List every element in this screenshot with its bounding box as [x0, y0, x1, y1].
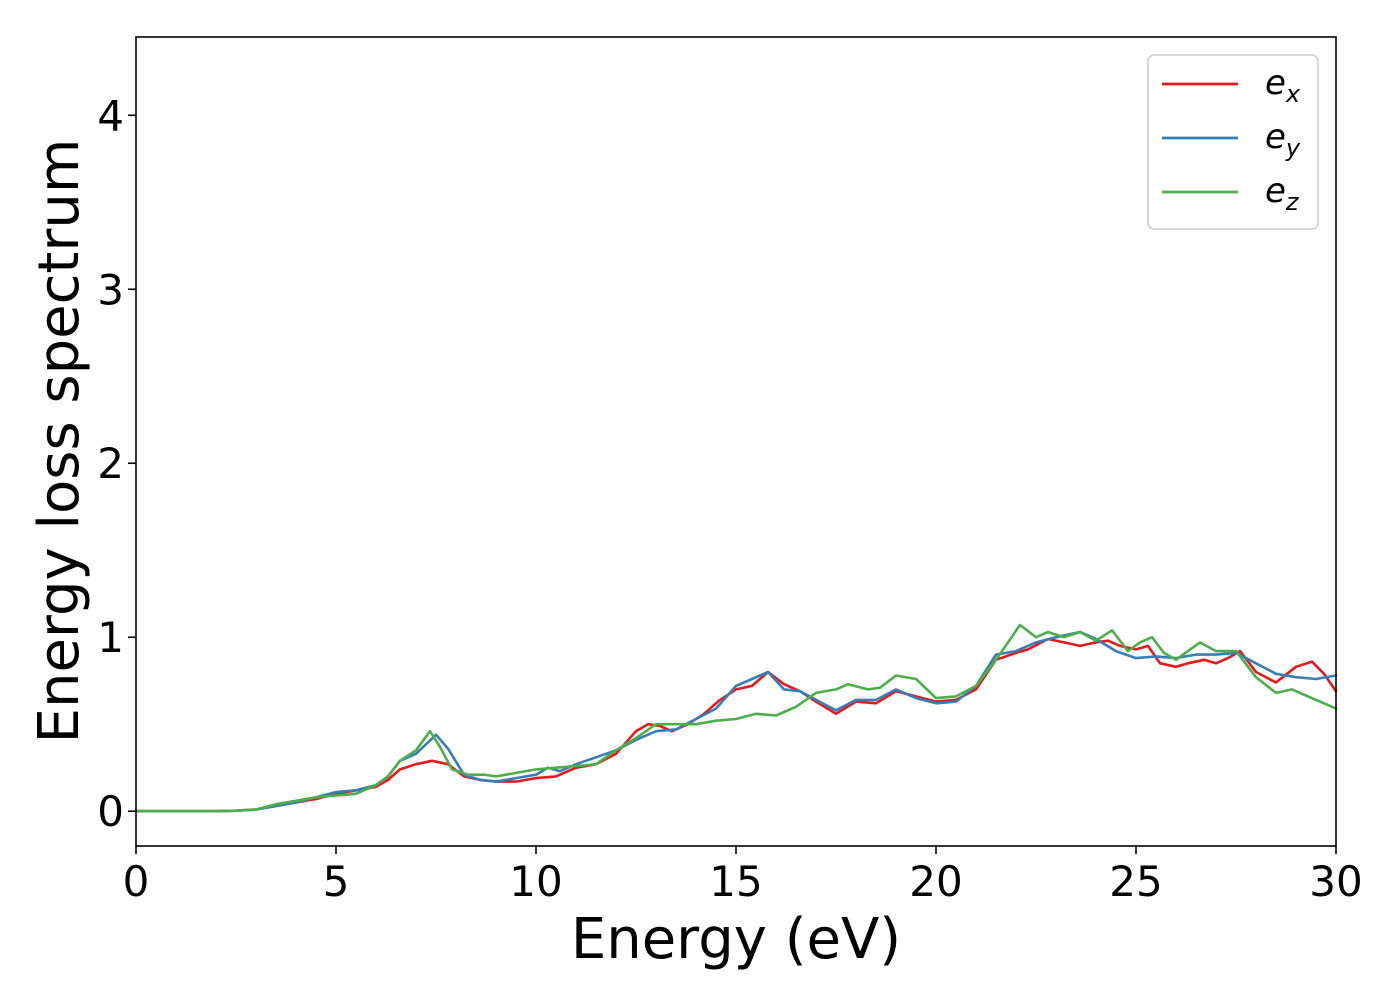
y-tick-label: 2	[97, 439, 124, 488]
x-tick-label: 15	[709, 857, 762, 906]
y-tick-label: 1	[97, 613, 124, 662]
legend-label-x: ex	[1265, 63, 1301, 108]
plot-lines	[134, 623, 1338, 813]
x-tick-label: 20	[909, 857, 962, 906]
y-tick-label: 0	[97, 787, 124, 836]
x-tick-label: 5	[323, 857, 350, 906]
y-tick-label: 4	[97, 91, 124, 140]
x-tick-label: 0	[123, 857, 150, 906]
y-axis-title: Energy loss spectrum	[27, 139, 92, 744]
legend-box	[1147, 54, 1319, 230]
x-axis-title: Energy (eV)	[571, 907, 901, 972]
y-axis: 0 1 2 3 4	[97, 91, 136, 836]
y-tick-label: 3	[97, 265, 124, 314]
series-line-x	[134, 637, 1338, 813]
x-tick-label: 25	[1109, 857, 1162, 906]
x-axis: 0 5 10 15 20 25 30	[123, 846, 1363, 906]
x-tick-label: 30	[1309, 857, 1362, 906]
x-tick-label: 10	[509, 857, 562, 906]
series-line-z	[134, 623, 1338, 813]
legend-label-y: ey	[1265, 117, 1301, 162]
legend: ex ey ez	[1147, 54, 1319, 230]
legend-label-z: ez	[1265, 171, 1300, 216]
